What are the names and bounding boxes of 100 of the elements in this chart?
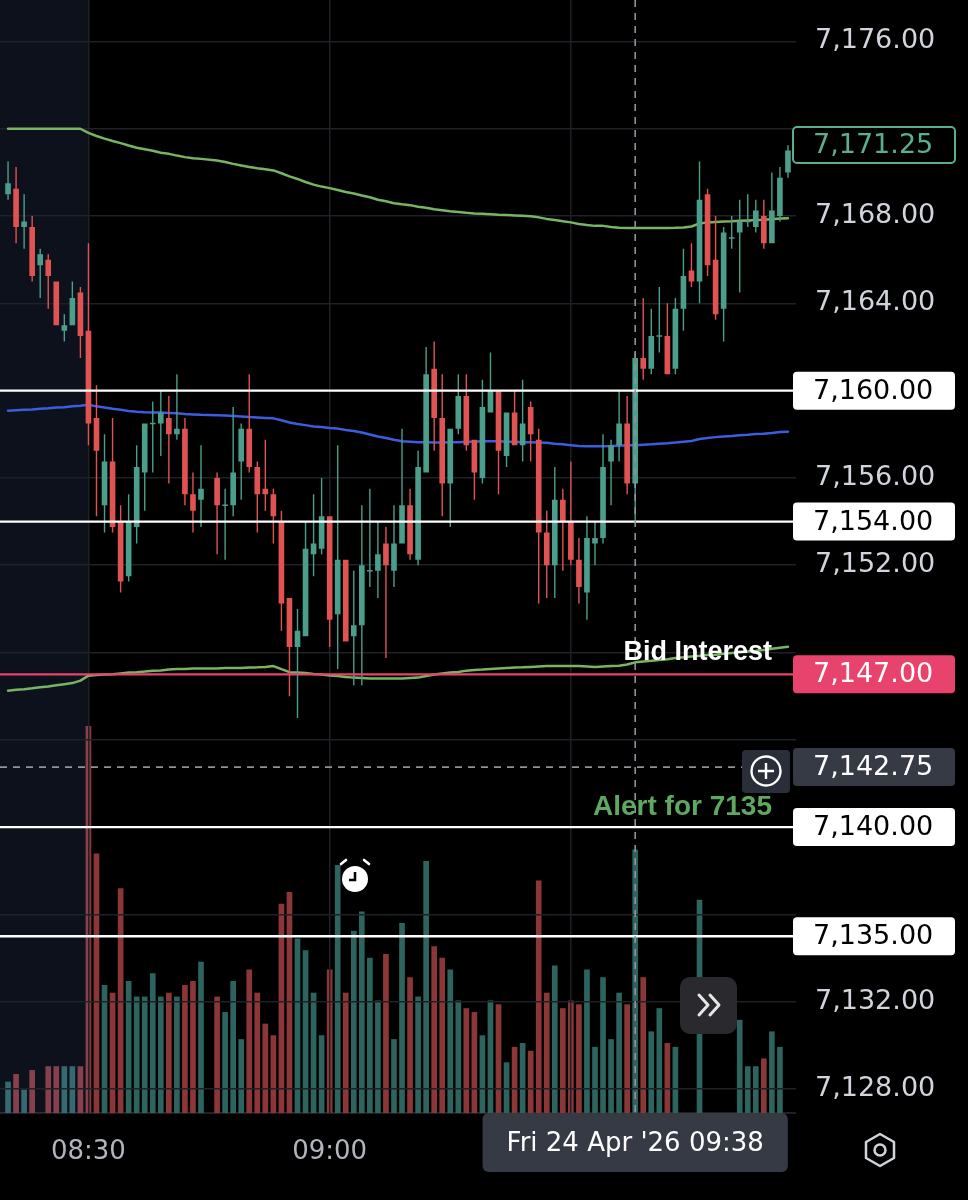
candlestick: [13, 166, 19, 244]
bar: [383, 954, 389, 1113]
candlestick: [576, 537, 582, 604]
bar: [21, 1089, 27, 1113]
y-tick-label: 7,128.00: [815, 1071, 936, 1103]
bar: [358, 911, 365, 1113]
candlestick: [383, 527, 389, 658]
text: 7,171.25: [813, 128, 934, 160]
ref-line-label: Fri 24 Apr '26 09:38: [506, 1126, 764, 1157]
bar: [624, 1004, 630, 1113]
ref-line-label: 7,147.00: [813, 657, 934, 689]
candlestick: [375, 521, 381, 598]
ref-line-label: 7,142.75: [813, 750, 934, 782]
bar: [535, 880, 542, 1113]
candlestick: [560, 488, 566, 571]
bar: [543, 992, 550, 1113]
candlestick: [431, 341, 437, 451]
bar: [367, 957, 373, 1113]
candlestick: [21, 194, 27, 249]
bar: [182, 984, 188, 1113]
candlestick: [214, 472, 220, 555]
candlestick: [5, 161, 11, 200]
bar: [141, 996, 148, 1113]
y-tick-label: 7,176.00: [815, 23, 936, 55]
bar: [656, 1008, 663, 1113]
bar: [391, 1039, 397, 1113]
bar: [415, 996, 421, 1113]
ref-line-label: 7,140.00: [813, 810, 934, 842]
bar: [61, 1066, 68, 1113]
bar: [214, 996, 220, 1113]
candlestick: [367, 488, 373, 588]
candlestick: [761, 199, 767, 249]
bar: [439, 957, 446, 1113]
bar: [166, 992, 172, 1113]
bar: [53, 1066, 60, 1113]
bar: [198, 961, 204, 1113]
candlestick: [592, 521, 598, 566]
y-tick-label: 7,156.00: [815, 459, 936, 491]
annotation: Alert for 7135: [593, 790, 772, 821]
bar: [230, 981, 236, 1113]
bar: [350, 930, 357, 1113]
bar: [744, 1066, 751, 1113]
bar: [238, 1039, 245, 1113]
candlestick: [198, 445, 204, 528]
bar: [455, 1000, 462, 1113]
bar: [149, 973, 156, 1113]
bar: [769, 1031, 775, 1113]
candlestick: [157, 390, 164, 457]
candlestick: [608, 439, 614, 506]
bar: [616, 992, 622, 1113]
bar: [13, 1073, 19, 1113]
bar: [399, 923, 405, 1113]
y-tick-label: 7,152.00: [815, 547, 936, 579]
bar: [254, 992, 261, 1113]
candlestick: [222, 488, 228, 560]
candlestick: [568, 461, 574, 566]
bar: [584, 969, 590, 1113]
candlestick: [190, 472, 196, 533]
bar: [576, 1004, 582, 1113]
candlestick: [584, 516, 590, 620]
bar: [5, 1081, 11, 1113]
bar: [375, 1000, 381, 1113]
ref-line-label: 7,135.00: [813, 919, 934, 951]
bar: [133, 996, 140, 1113]
candlestick: [391, 505, 397, 588]
y-tick-label: 7,132.00: [815, 983, 936, 1015]
bar: [592, 1046, 598, 1113]
bar: [761, 1058, 767, 1113]
bar: [736, 1019, 743, 1113]
bar: [431, 946, 438, 1113]
bar: [608, 1039, 614, 1113]
bar: [447, 969, 454, 1113]
bar: [423, 861, 429, 1113]
bar: [190, 981, 196, 1113]
bar: [648, 1031, 655, 1113]
candlestick: [624, 396, 630, 495]
bar: [334, 864, 341, 1113]
candlestick: [769, 172, 775, 244]
candlestick: [230, 407, 236, 517]
y-tick-label: 7,164.00: [815, 285, 936, 317]
bar: [222, 1012, 228, 1113]
bar: [600, 977, 606, 1113]
bar: [342, 992, 349, 1113]
candlestick: [174, 374, 180, 440]
bar: [174, 996, 180, 1113]
bar: [157, 996, 164, 1113]
x-tick-label: 09:00: [292, 1135, 368, 1166]
bar: [640, 977, 647, 1113]
candlestick: [359, 505, 365, 686]
bar: [560, 1008, 566, 1113]
bar: [551, 965, 558, 1113]
candlestick: [777, 166, 783, 222]
y-tick-label: 7,168.00: [815, 198, 936, 230]
candlestick: [616, 390, 622, 462]
ref-line-label: 7,160.00: [813, 373, 934, 405]
bar: [407, 977, 413, 1113]
bar: [29, 1070, 35, 1113]
bar: [246, 969, 253, 1113]
bar: [752, 1066, 759, 1113]
x-tick-label: 08:30: [50, 1135, 126, 1166]
